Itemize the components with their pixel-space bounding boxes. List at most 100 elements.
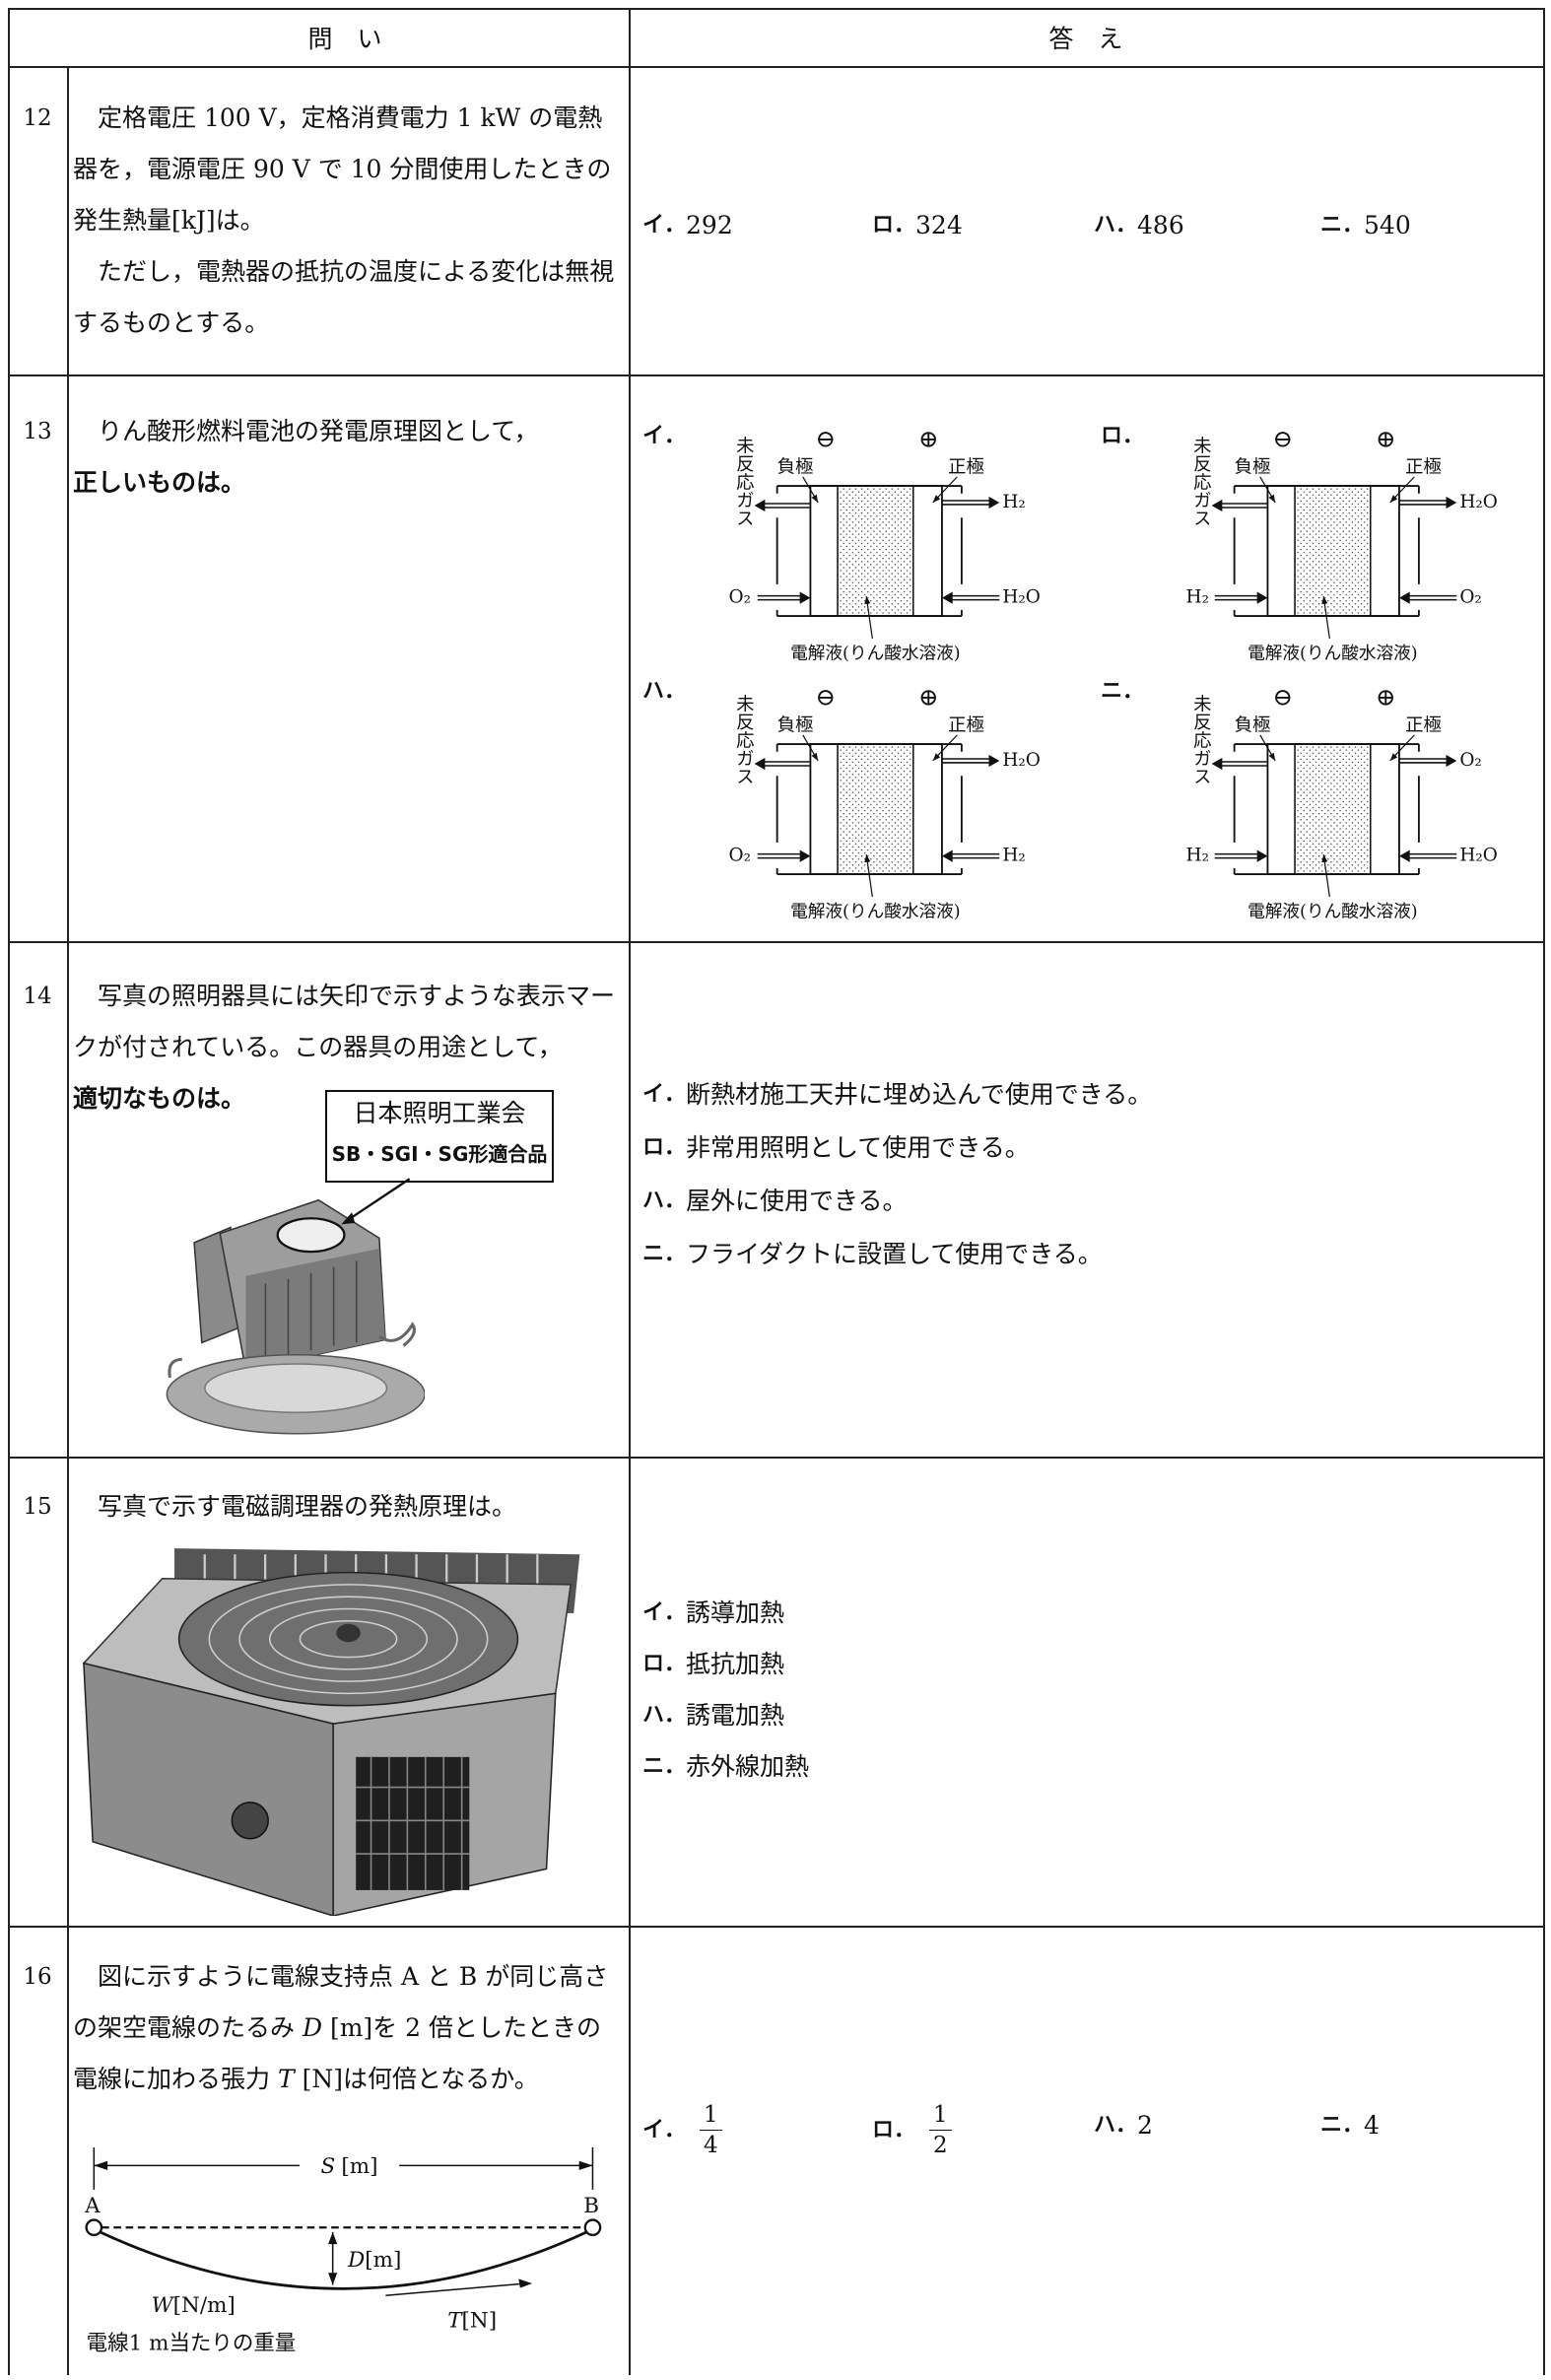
column-divider (629, 8, 631, 2375)
answer-option: ロ． 324 (872, 200, 963, 251)
option-label: ロ． (642, 1135, 687, 1160)
diagram-label: H₂ (1186, 587, 1209, 608)
arrow-head (799, 591, 811, 604)
denominator: 2 (933, 2133, 948, 2158)
numerator: 1 (700, 2100, 722, 2131)
diagram-label: ⊖ (1272, 685, 1293, 712)
symbol: S (321, 2154, 336, 2179)
option-text: 292 (686, 211, 733, 239)
option-text: 誘電加熱 (686, 1701, 785, 1730)
text-run: りん酸形燃料電池の発電原理図として， (73, 417, 539, 445)
text-run: 図に示すように電線支持点 A と B が同じ高さの架空電線のたるみ (73, 1962, 609, 2042)
fuel-cell-diagram: 未反応ガス ⊖ ⊕ 負極 正極 O₂ H₂ H₂O 電解液(りん酸水溶液) (729, 427, 1041, 663)
row-divider (8, 374, 1545, 376)
option-text: 赤外線加熱 (686, 1752, 810, 1781)
support (583, 2218, 602, 2237)
tension-arrow (385, 2282, 527, 2297)
paragraph: 定格電圧 100 V，定格消費電力 1 kW の電熱器を，電源電圧 90 V で… (73, 93, 625, 246)
diagram-label: H₂O (1002, 587, 1041, 608)
question-number: 13 (23, 419, 52, 444)
diagram-label: 正極 (948, 715, 984, 736)
question-text: 定格電圧 100 V，定格消費電力 1 kW の電熱器を，電源電圧 90 V で… (73, 93, 625, 349)
option-label: ロ． (1101, 424, 1145, 448)
coil-turn (299, 1619, 398, 1659)
text-run: [m]を 2 倍としたときの電線に加わる張力 (73, 2013, 601, 2093)
answer-option: ハ． 誘電加熱 (642, 1690, 784, 1741)
diagram-label: H₂O (1002, 750, 1041, 771)
question-text: 写真で示す電磁調理器の発熱原理は。 (73, 1481, 625, 1532)
diagram-label: 電解液(りん酸水溶液) (1248, 901, 1418, 921)
question-text: 写真の照明器具には矢印で示すような表示マークが付されている。この器具の用途として… (73, 971, 625, 1124)
front-left-face (83, 1662, 334, 1916)
arrow-head (811, 494, 819, 503)
electrolyte (1294, 743, 1372, 875)
option-label: ロ． (872, 213, 916, 238)
diagram-label: 負極 (777, 457, 814, 478)
text-run: 適切なものは。 (73, 1084, 246, 1113)
arrow-head (1256, 850, 1268, 862)
diagram-label: 未反応ガス (733, 694, 754, 784)
knob (231, 1802, 269, 1840)
option-label: ニ． (1320, 2113, 1365, 2138)
answer-option: イ． 292 (642, 200, 733, 251)
arrow-head (864, 596, 871, 605)
arrow-head (754, 499, 766, 512)
option-label: ニ． (1101, 679, 1145, 704)
diagram-label: H₂O (1459, 492, 1498, 512)
answer-option: ニ． 赤外線加熱 (642, 1741, 809, 1793)
question-number: 16 (23, 1964, 52, 1990)
option-text: 断熱材施工天井に埋め込んで使用できる。 (686, 1080, 1153, 1109)
mark-label: 日本照明工業会 SB・SGI・SG形適合品 (325, 1090, 554, 1183)
diagram-label: O₂ (729, 846, 751, 866)
diagram-label: H₂O (1459, 846, 1498, 866)
wire (99, 2230, 587, 2290)
question-number: 12 (23, 105, 52, 131)
text-run: 写真で示す電磁調理器の発熱原理は。 (73, 1492, 517, 1521)
diagram-label: 負極 (777, 715, 814, 736)
fan-guard (356, 1756, 470, 1890)
option-text: フライダクトに設置して使用できる。 (686, 1240, 1103, 1268)
table-border (8, 8, 10, 2375)
option-text: 非常用照明として使用できる。 (686, 1133, 1030, 1162)
diagram-label: ⊖ (815, 685, 836, 712)
arrow-head (1389, 495, 1398, 503)
arrow-head (578, 2160, 593, 2170)
arrow-head (988, 754, 1000, 768)
unit: [m] (341, 2154, 377, 2179)
diagram-label: ⊕ (1376, 685, 1396, 712)
option-label: ニ． (1320, 213, 1365, 238)
mark-line: SB・SGI・SG形適合品 (331, 1142, 548, 1166)
arrow-head (932, 495, 941, 503)
denominator: 4 (704, 2133, 718, 2158)
diagram-label: ⊕ (918, 427, 939, 453)
housing-shade (245, 1249, 385, 1371)
symbol: W (152, 2293, 175, 2318)
point-label: B (583, 2194, 599, 2218)
diagram-label: ⊕ (918, 685, 939, 712)
option-label: ロ． (642, 1652, 687, 1676)
unit: [N] (462, 2308, 498, 2333)
paragraph: 適切なものは。 (73, 1073, 625, 1124)
option-text: 486 (1137, 211, 1184, 239)
diagram-label: 正極 (1405, 457, 1442, 478)
fuel-cell-diagram: 未反応ガス ⊖ ⊕ 負極 正極 H₂ H₂O O₂ 電解液(りん酸水溶液) (1186, 427, 1498, 663)
option-label: イ． (642, 424, 687, 448)
coil-turn (208, 1584, 489, 1695)
symbol: D (347, 2248, 365, 2273)
option-text: 屋外に使用できる。 (686, 1187, 908, 1215)
option-text: 2 (1137, 2111, 1153, 2140)
diagram-label: 正極 (948, 457, 984, 478)
arrow-head (518, 2278, 533, 2288)
diagram-label: O₂ (729, 587, 751, 608)
reflector (204, 1363, 388, 1413)
paragraph: ただし，電熱器の抵抗の温度による変化は無視するものとする。 (73, 246, 625, 349)
option-text: 抵抗加熱 (686, 1650, 785, 1678)
diagram-label: 未反応ガス (1190, 436, 1211, 526)
weight-label: W[N/m] (152, 2293, 236, 2318)
diagram-label: 未反応ガス (1190, 694, 1211, 784)
